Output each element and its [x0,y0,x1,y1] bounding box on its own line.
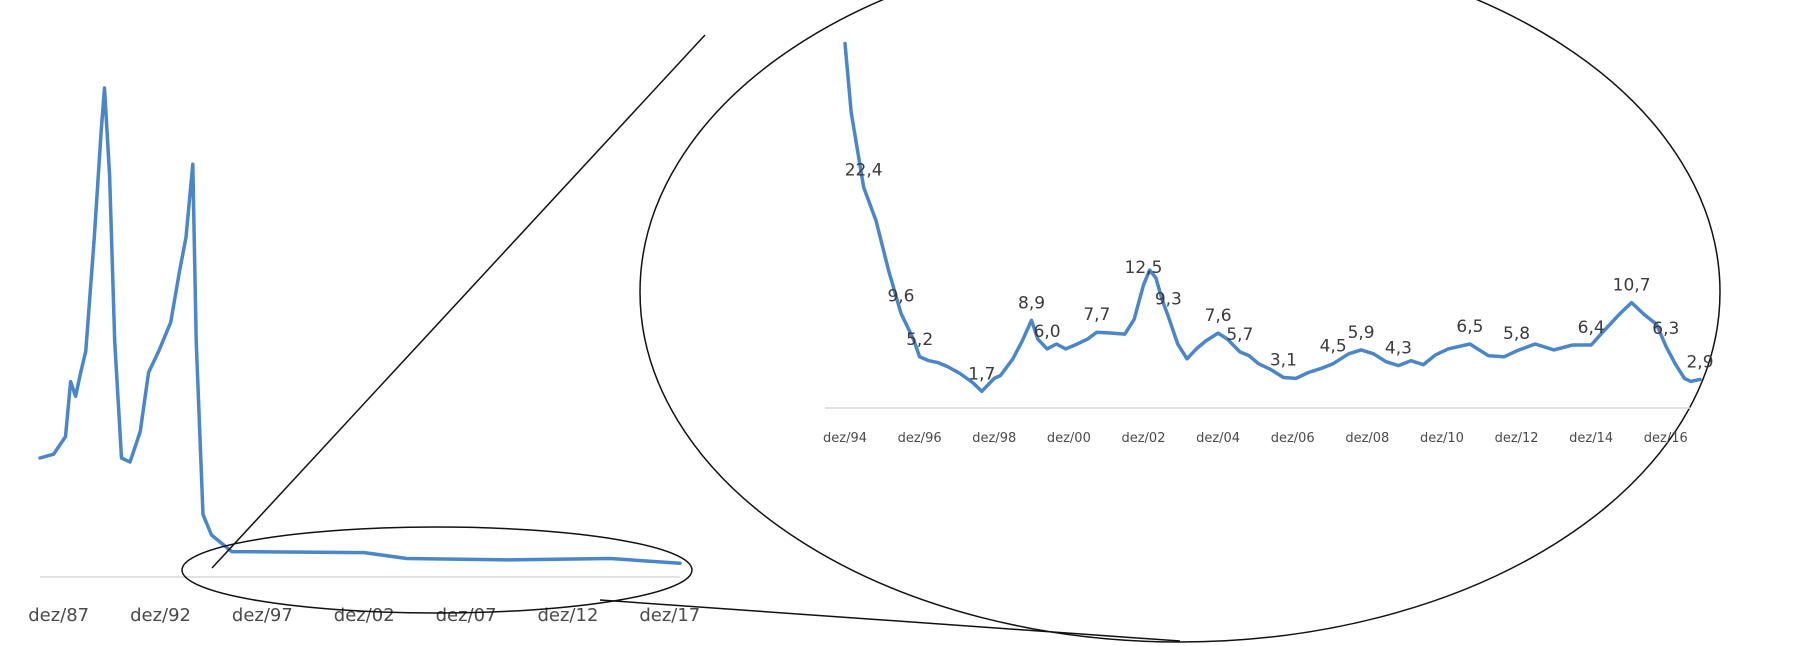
zoom-data-label: 2,9 [1686,352,1713,372]
zoom-data-label: 9,6 [887,286,914,306]
main-x-tick-label: dez/87 [28,605,89,626]
main-x-tick-label: dez/02 [334,605,395,626]
zoom-x-tick-label: dez/98 [972,431,1016,446]
zoom-x-tick-label: dez/16 [1644,431,1688,446]
zoom-x-tick-label: dez/94 [823,431,867,446]
main-x-tick-label: dez/92 [130,605,191,626]
zoom-data-label: 6,0 [1034,322,1061,342]
zoom-data-label: 4,3 [1385,339,1412,359]
zoom-data-label: 5,2 [906,330,933,350]
zoom-data-label: 6,5 [1456,317,1483,337]
zoom-callout [181,0,1721,643]
zoom-data-label: 9,3 [1155,289,1182,309]
zoom-data-label: 7,6 [1205,306,1232,326]
zoom-data-labels: 22,4 9,6 5,2 1,7 8,9 6,0 7,7 12,5 9,3 7,65,7 3,1 4,… [845,160,1714,384]
zoom-chart: dez/94 dez/96 dez/98 dez/00 dez/02 dez/04 dez/… [823,41,1714,446]
zoom-x-tick-label: dez/96 [898,431,942,446]
main-x-tick-label: dez/07 [436,605,497,626]
zoom-x-tick-label: dez/02 [1121,431,1165,446]
zoom-data-label: 6,4 [1578,318,1605,338]
zoom-data-label: 5,8 [1503,324,1530,344]
zoom-x-tick-label: dez/06 [1271,431,1315,446]
zoom-data-label: 5,7 [1226,325,1253,345]
zoom-data-label: 12,5 [1125,258,1163,278]
zoom-x-tick-label: dez/12 [1495,431,1539,446]
zoom-connector-bottom [599,599,1181,642]
zoom-data-label: 10,7 [1613,276,1651,296]
zoom-data-label: 7,7 [1083,305,1110,325]
zoom-highlight-ellipse [181,526,693,614]
zoom-data-label: 6,3 [1652,319,1679,339]
main-x-tick-label: dez/17 [639,605,700,626]
zoom-data-label: 8,9 [1018,293,1045,313]
zoom-x-tick-label: dez/08 [1345,431,1389,446]
zoom-x-ticks: dez/94 dez/96 dez/98 dez/00 dez/02 dez/04 dez/… [823,431,1688,446]
zoom-detail-ellipse [639,0,1721,643]
main-x-ticks: dez/87 dez/92 dez/97 dez/02 dez/07 dez/12 dez/… [28,605,700,626]
zoom-connector-top [211,34,706,569]
main-series-line [38,86,682,566]
zoom-data-label: 22,4 [845,160,883,180]
main-chart: dez/87 dez/92 dez/97 dez/02 dez/07 dez/12 dez/… [28,86,700,626]
zoom-x-tick-label: dez/00 [1047,431,1091,446]
zoom-x-tick-label: dez/10 [1420,431,1464,446]
zoom-data-label: 4,5 [1320,337,1347,357]
zoom-data-label: 1,7 [968,364,995,384]
zoom-data-label: 3,1 [1270,350,1297,370]
zoom-x-tick-label: dez/14 [1569,431,1613,446]
zoom-series-line [843,41,1702,394]
zoom-data-label: 5,9 [1348,323,1375,343]
main-x-tick-label: dez/12 [537,605,598,626]
main-x-tick-label: dez/97 [232,605,293,626]
zoom-x-tick-label: dez/04 [1196,431,1240,446]
